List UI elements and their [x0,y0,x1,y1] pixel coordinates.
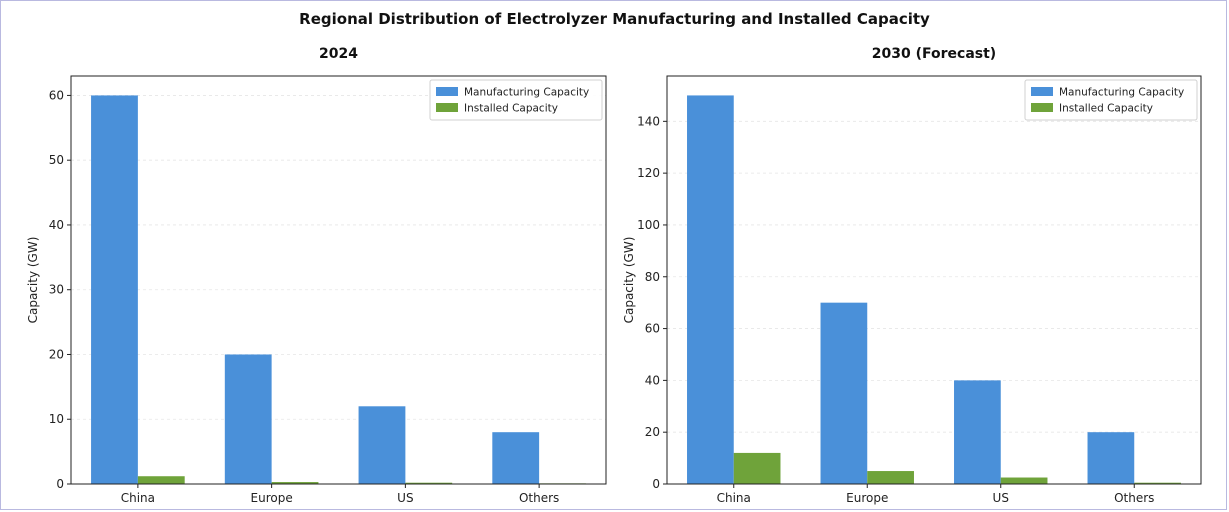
y-axis-label: Capacity (GW) [622,237,636,324]
y-tick-label: 60 [49,88,64,102]
bar-manufacturing-us [358,406,406,484]
y-tick-label: 50 [49,153,64,167]
panel-title: 2030 (Forecast) [872,46,996,62]
legend-label: Installed Capacity [1059,103,1153,115]
x-tick-label: Europe [251,491,293,505]
bar-manufacturing-europe [224,354,272,484]
figure-title: Regional Distribution of Electrolyzer Ma… [299,10,930,28]
plot-area-border [666,75,1202,485]
bar-installed-europe [271,482,319,484]
bar-manufacturing-us [954,380,1001,484]
legend-swatch [436,87,458,96]
bar-manufacturing-china [91,95,138,484]
bar-installed-china [137,476,185,484]
bar-manufacturing-others [1087,432,1135,484]
y-tick-label: 80 [645,270,660,284]
y-tick-label: 40 [49,218,64,232]
chart-panel-2030: 2030 (Forecast) 0 20 40 60 80 100 120 140 Capacit… [622,46,1202,505]
bar-installed-others [1134,482,1181,484]
bar-installed-us [405,482,453,484]
y-tick-label: 140 [637,114,660,128]
x-tick-label: US [993,491,1009,505]
x-tick-label: Others [1114,491,1154,505]
x-tick-label: US [397,491,413,505]
y-tick-label: 60 [645,322,660,336]
bar-installed-us [1000,477,1048,484]
legend: Manufacturing Capacity Installed Capacity [429,79,603,121]
y-axis-label: Capacity (GW) [26,237,40,324]
y-tick-label: 100 [637,218,660,232]
legend-box [429,79,603,121]
legend-swatch [1031,103,1053,112]
legend-swatch [436,103,458,112]
bar-manufacturing-europe [820,302,868,484]
y-tick-label: 0 [652,477,660,491]
y-tick-label: 20 [645,425,660,439]
y-tick-label: 0 [56,477,64,491]
legend-box [1024,79,1198,121]
legend-label: Installed Capacity [464,103,558,115]
bar-manufacturing-others [492,432,540,484]
legend-label: Manufacturing Capacity [464,87,589,99]
legend-swatch [1031,87,1053,96]
x-tick-label: Europe [846,491,888,505]
x-tick-label: China [121,491,155,505]
panel-title: 2024 [319,46,358,62]
legend: Manufacturing Capacity Installed Capacity [1024,79,1198,121]
y-tick-label: 40 [645,373,660,387]
y-tick-label: 20 [49,347,64,361]
y-tick-label: 10 [49,412,64,426]
bar-installed-europe [867,471,914,484]
x-tick-label: Others [519,491,559,505]
legend-label: Manufacturing Capacity [1059,87,1184,99]
bar-manufacturing-china [687,95,734,484]
bar-installed-china [733,452,781,484]
x-tick-label: China [717,491,751,505]
chart-panel-2024: 2024 0 10 20 30 40 50 60 Capacity (GW) China Europ… [26,46,607,505]
y-tick-label: 30 [49,283,64,297]
y-tick-label: 120 [637,166,660,180]
plot-area-border [70,75,607,485]
